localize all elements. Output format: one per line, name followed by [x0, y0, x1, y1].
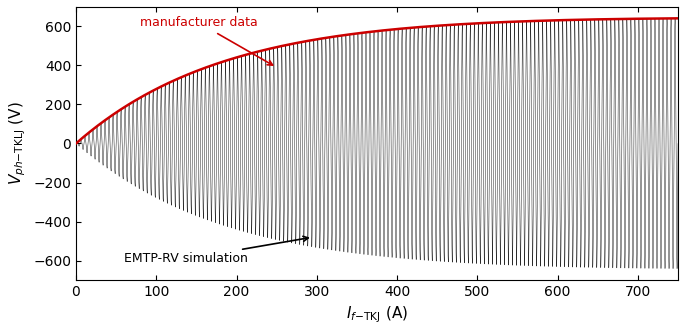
Text: EMTP-RV simulation: EMTP-RV simulation: [124, 236, 308, 266]
Y-axis label: $\mathit{V}_{ph\mathrm{-TKLJ}}\ \mathrm{(V)}$: $\mathit{V}_{ph\mathrm{-TKLJ}}\ \mathrm{…: [7, 102, 27, 186]
X-axis label: $\mathit{I}_{f\mathrm{-TKJ}}\ \mathrm{(A)}$: $\mathit{I}_{f\mathrm{-TKJ}}\ \mathrm{(A…: [346, 304, 408, 325]
Text: manufacturer data: manufacturer data: [140, 17, 273, 65]
